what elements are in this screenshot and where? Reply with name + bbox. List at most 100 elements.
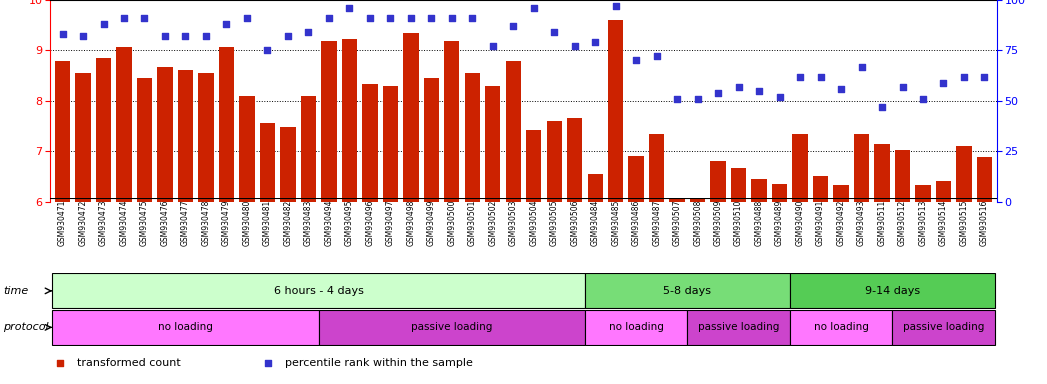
Text: GSM930490: GSM930490 <box>796 199 804 246</box>
Text: GSM930508: GSM930508 <box>693 199 703 246</box>
Point <box>873 104 890 110</box>
Bar <box>608 20 623 202</box>
Bar <box>895 150 910 202</box>
Bar <box>444 41 460 202</box>
Bar <box>789 273 995 308</box>
Point <box>320 15 337 21</box>
Text: GSM930483: GSM930483 <box>304 199 313 246</box>
Text: GSM930485: GSM930485 <box>611 199 620 246</box>
Point <box>259 47 275 53</box>
Point <box>505 23 521 29</box>
Bar <box>585 310 688 345</box>
Text: GSM930486: GSM930486 <box>631 199 641 246</box>
Bar <box>382 86 398 202</box>
Point <box>894 84 911 90</box>
Text: no loading: no loading <box>814 322 868 333</box>
Point <box>239 15 255 21</box>
Bar <box>731 168 747 202</box>
Bar <box>789 310 892 345</box>
Text: GSM930512: GSM930512 <box>898 199 907 245</box>
Bar <box>362 84 378 202</box>
Text: GSM930511: GSM930511 <box>877 199 887 245</box>
Text: 5-8 days: 5-8 days <box>664 286 711 296</box>
Point <box>832 86 849 92</box>
Bar <box>96 58 111 202</box>
Text: GSM930489: GSM930489 <box>775 199 784 246</box>
Bar <box>587 174 603 202</box>
Bar <box>318 310 585 345</box>
Text: no loading: no loading <box>608 322 664 333</box>
Bar <box>178 70 193 202</box>
Text: GSM930472: GSM930472 <box>79 199 88 246</box>
Bar <box>341 39 357 202</box>
Point <box>464 15 481 21</box>
Text: GSM930479: GSM930479 <box>222 199 231 246</box>
Point <box>648 53 665 60</box>
Point <box>54 31 71 37</box>
Bar <box>892 310 995 345</box>
Bar <box>52 273 585 308</box>
Point <box>485 43 502 50</box>
Point <box>669 96 686 102</box>
Point <box>218 21 235 27</box>
Text: GSM930513: GSM930513 <box>918 199 928 246</box>
Text: GSM930478: GSM930478 <box>201 199 210 246</box>
Point <box>95 21 112 27</box>
Bar <box>690 198 706 202</box>
Text: GSM930510: GSM930510 <box>734 199 743 246</box>
Point <box>545 29 562 35</box>
Text: GSM930501: GSM930501 <box>468 199 476 246</box>
Text: GSM930484: GSM930484 <box>591 199 600 246</box>
Bar <box>465 73 480 202</box>
Bar <box>52 310 318 345</box>
Bar <box>300 96 316 202</box>
Text: GSM930482: GSM930482 <box>284 199 292 245</box>
Bar <box>219 47 235 202</box>
Text: GSM930497: GSM930497 <box>386 199 395 246</box>
Bar <box>506 61 521 202</box>
Text: GSM930487: GSM930487 <box>652 199 661 246</box>
Text: time: time <box>3 286 28 296</box>
Text: transformed count: transformed count <box>76 358 180 368</box>
Text: 6 hours - 4 days: 6 hours - 4 days <box>273 286 363 296</box>
Bar <box>628 156 644 202</box>
Text: passive loading: passive loading <box>411 322 492 333</box>
Point <box>115 15 132 21</box>
Bar <box>403 33 419 202</box>
Point <box>772 94 788 100</box>
Bar <box>649 134 665 202</box>
Point <box>689 96 706 102</box>
Text: GSM930476: GSM930476 <box>160 199 170 246</box>
Bar <box>137 78 152 202</box>
Point <box>423 15 440 21</box>
Bar <box>54 61 70 202</box>
Point <box>915 96 932 102</box>
Bar <box>874 144 890 202</box>
Point <box>586 39 603 45</box>
Text: GSM930516: GSM930516 <box>980 199 989 246</box>
Text: GSM930493: GSM930493 <box>857 199 866 246</box>
Bar <box>711 161 726 202</box>
Point <box>935 79 952 86</box>
Text: GSM930514: GSM930514 <box>939 199 948 246</box>
Bar <box>585 273 789 308</box>
Point <box>628 58 645 64</box>
Point <box>402 15 419 21</box>
Point <box>607 3 624 9</box>
Text: GSM930505: GSM930505 <box>550 199 559 246</box>
Bar <box>240 96 254 202</box>
Text: GSM930499: GSM930499 <box>427 199 436 246</box>
Point <box>177 33 194 40</box>
Point <box>710 90 727 96</box>
Point <box>136 15 153 21</box>
Point <box>361 15 378 21</box>
Bar <box>424 78 439 202</box>
Text: GSM930496: GSM930496 <box>365 199 375 246</box>
Point <box>601 170 618 176</box>
Bar <box>854 134 869 202</box>
Bar <box>936 182 951 202</box>
Text: passive loading: passive loading <box>903 322 984 333</box>
Point <box>956 74 973 80</box>
Text: 9-14 days: 9-14 days <box>865 286 920 296</box>
Text: GSM930481: GSM930481 <box>263 199 272 245</box>
